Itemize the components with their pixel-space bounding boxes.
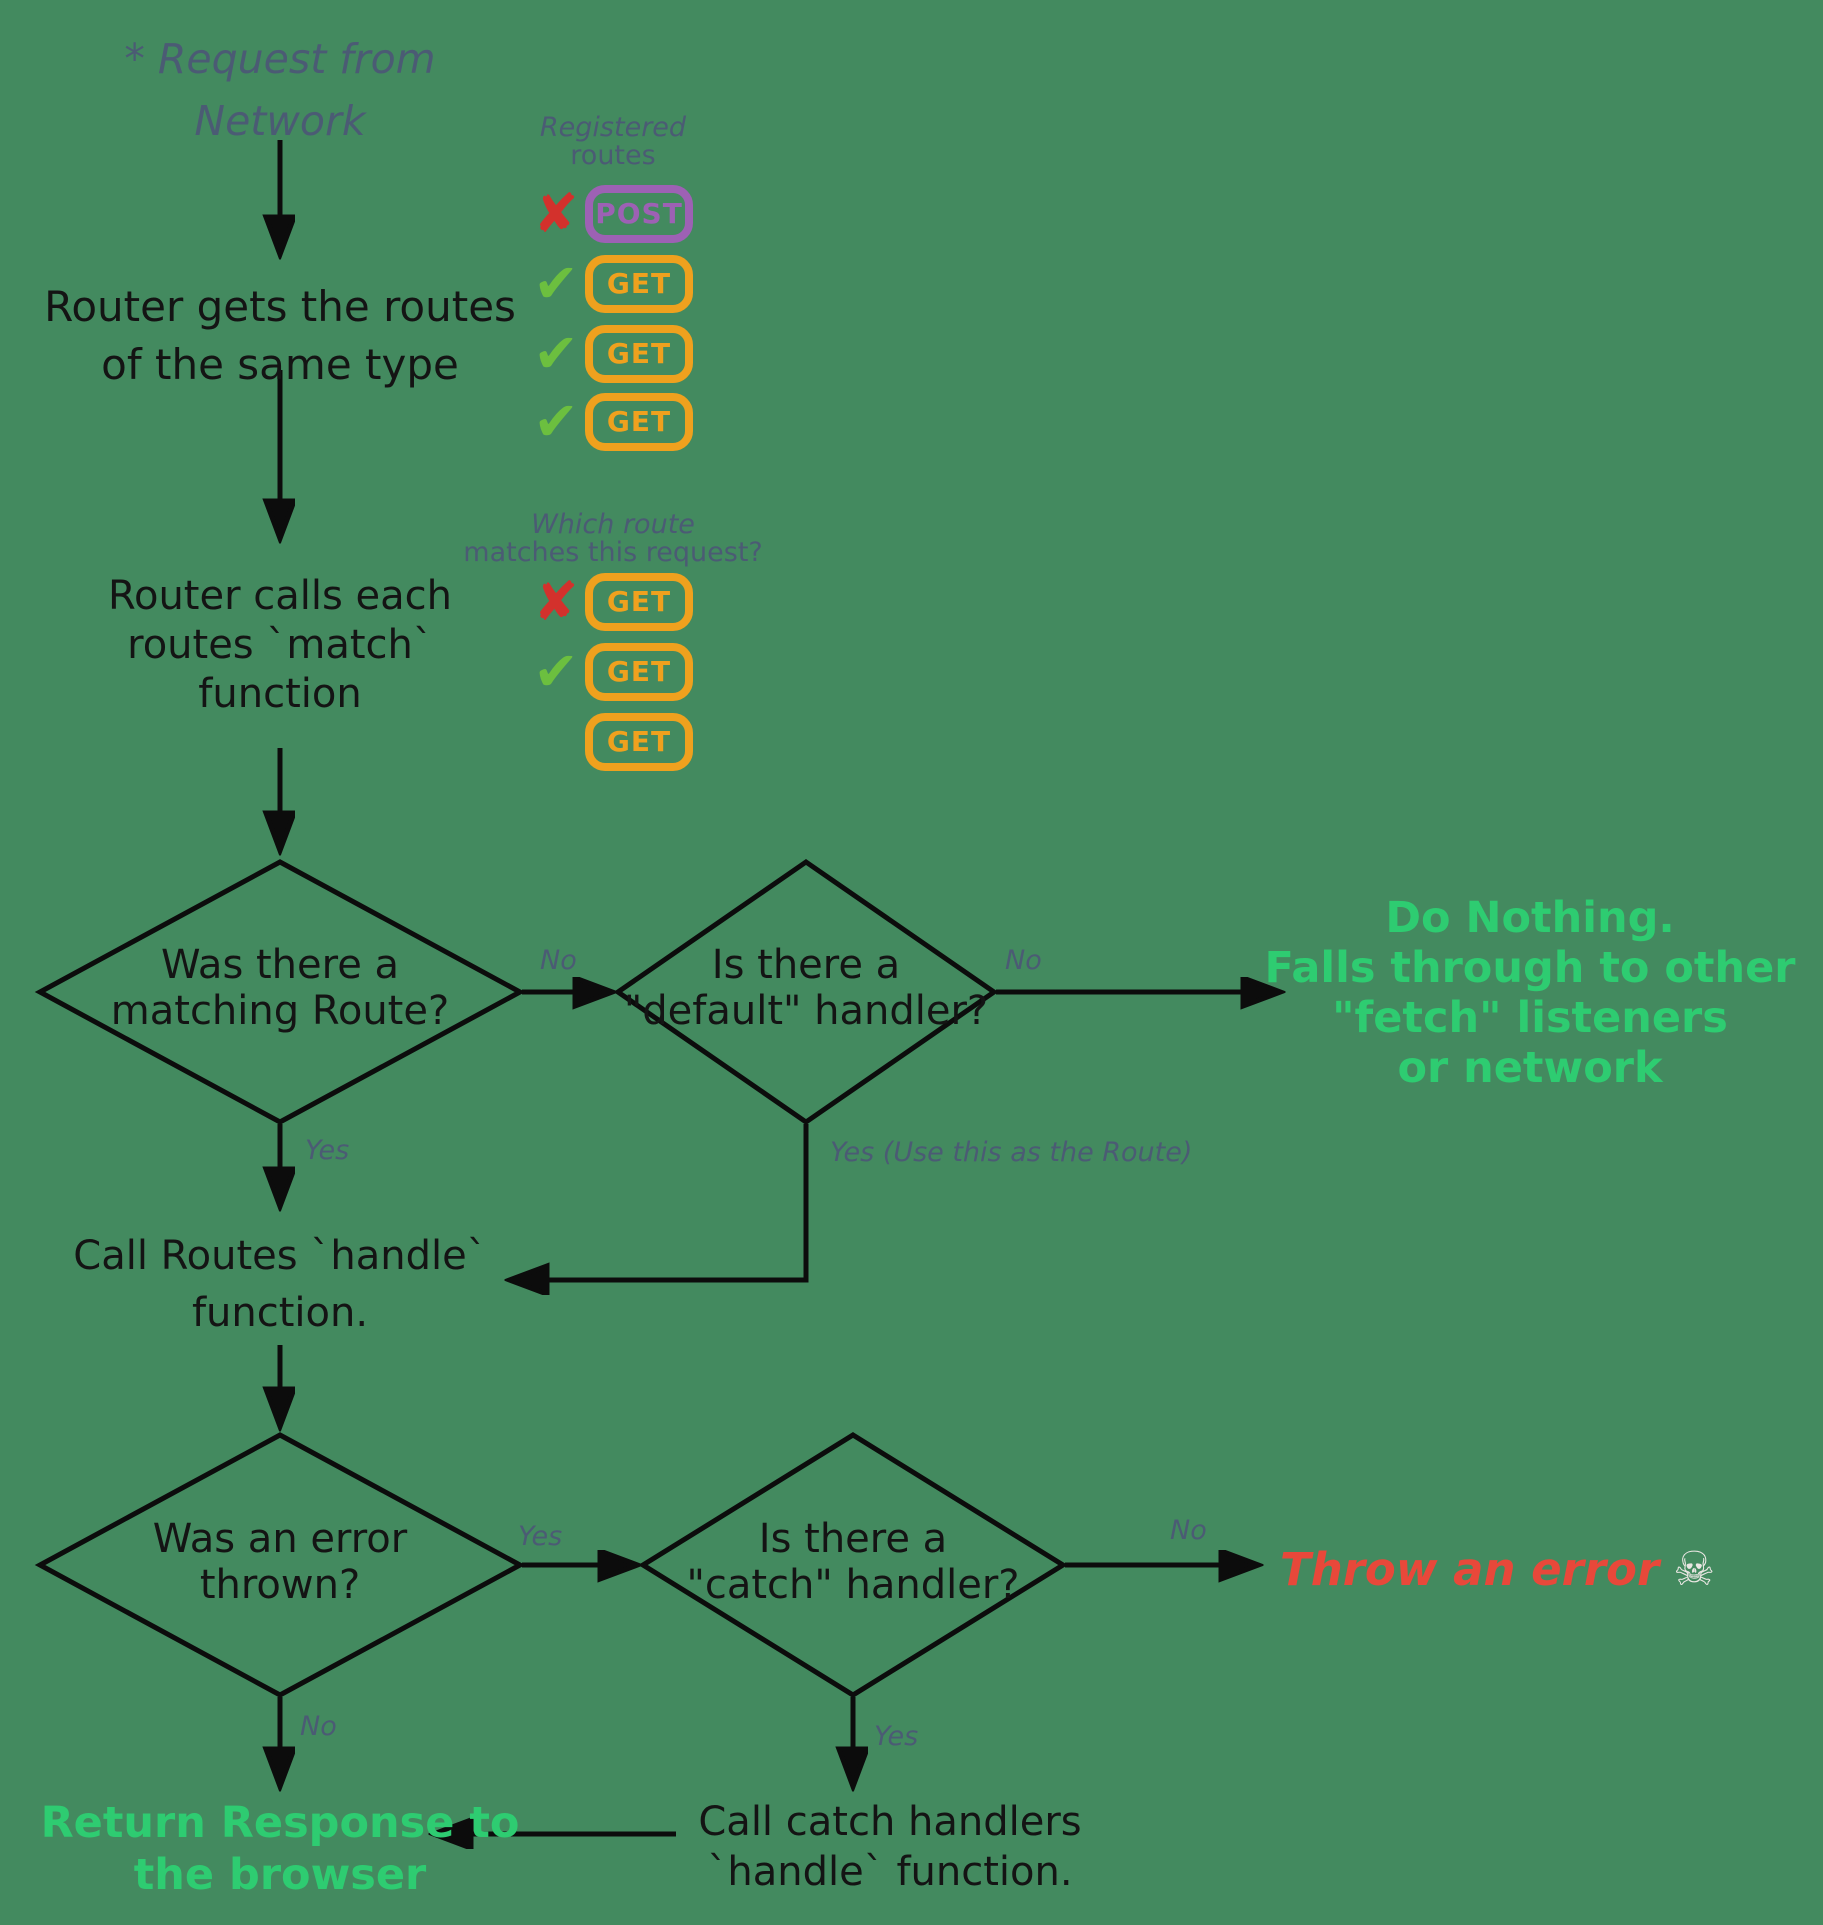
route-badge-get-3: GET — [585, 393, 693, 451]
outcome-do-nothing: Do Nothing. Falls through to other "fetc… — [1250, 893, 1810, 1093]
request-note-line1: * Request from — [124, 35, 436, 83]
diamond-was-matching-route-text: Was there a matching Route? — [60, 942, 500, 1034]
do-nothing-line2: Falls through to other — [1264, 943, 1796, 993]
which-route-label: Which route matches this request? — [443, 511, 783, 567]
call-catch-line1: Call catch handlers — [698, 1799, 1082, 1845]
d1-line2: matching Route? — [110, 988, 450, 1034]
diamond-is-default-handler — [613, 858, 999, 1126]
diamond-is-default-handler-text: Is there a "default" handler? — [616, 942, 996, 1034]
do-nothing-line1: Do Nothing. — [1385, 893, 1675, 943]
which-route-label-line2: matches this request? — [463, 537, 763, 568]
step-router-calls-match: Router calls each routes `match` functio… — [30, 572, 530, 719]
edge-label-d4-yes: Yes — [874, 1721, 919, 1752]
d4-line1: Is there a — [758, 1516, 948, 1562]
check-icon: ✔ — [533, 390, 579, 453]
call-routes-line2: function. — [191, 1290, 369, 1336]
d2-line1: Is there a — [711, 942, 901, 988]
candidate-badge-get-2: GET — [585, 643, 693, 701]
request-from-network-note: * Request from Network — [30, 28, 530, 152]
route-badge-post-label: POST — [595, 197, 683, 230]
return-response-line2: the browser — [133, 1850, 427, 1900]
edge-label-d4-no: No — [1170, 1515, 1207, 1546]
route-badge-get-1-label: GET — [606, 267, 672, 300]
step-call-catch-handlers: Call catch handlers `handle` function. — [640, 1797, 1140, 1897]
edge-label-d3-no: No — [300, 1711, 337, 1742]
candidate-badge-get-1: GET — [585, 573, 693, 631]
diamond-is-catch-handler — [638, 1432, 1068, 1698]
registered-routes-label: Registered routes — [463, 114, 763, 170]
outcome-throw-error: Throw an error ☠ — [1280, 1542, 1715, 1598]
throw-error-text: Throw an error — [1280, 1543, 1660, 1596]
route-badge-get-2-label: GET — [606, 337, 672, 370]
diamond-was-error-thrown-text: Was an error thrown? — [60, 1516, 500, 1608]
diamond-is-catch-handler-text: Is there a "catch" handler? — [663, 1516, 1043, 1608]
route-badge-get-1: GET — [585, 255, 693, 313]
router-calls-line2: routes `match` — [127, 622, 433, 668]
registered-routes-label-line2: routes — [570, 140, 656, 171]
candidate-badge-get-3: GET — [585, 713, 693, 771]
skull-icon: ☠ — [1673, 1542, 1716, 1597]
edge-label-d1-yes: Yes — [305, 1135, 350, 1166]
check-icon: ✔ — [533, 252, 579, 315]
edge-label-d2-no: No — [1005, 945, 1042, 976]
d3-line2: thrown? — [199, 1562, 361, 1608]
d2-line2: "default" handler? — [623, 988, 989, 1034]
do-nothing-line4: or network — [1397, 1043, 1663, 1093]
check-icon: ✔ — [533, 640, 579, 703]
router-calls-line1: Router calls each — [107, 573, 453, 619]
d3-line1: Was an error — [152, 1516, 408, 1562]
step-router-gets-routes: Router gets the routes of the same type — [30, 278, 530, 394]
call-catch-line2: `handle` function. — [707, 1849, 1073, 1895]
diamond-was-error-thrown — [34, 1432, 526, 1698]
route-badge-get-2: GET — [585, 325, 693, 383]
candidate-badge-get-1-label: GET — [606, 585, 672, 618]
registered-routes-label-line1: Registered — [539, 112, 687, 143]
request-note-line2: Network — [194, 97, 366, 145]
d4-line2: "catch" handler? — [686, 1562, 1020, 1608]
step-call-routes-handle: Call Routes `handle` function. — [30, 1228, 530, 1342]
edge-label-d1-no: No — [540, 945, 577, 976]
route-badge-get-3-label: GET — [606, 405, 672, 438]
router-gets-line2: of the same type — [101, 340, 459, 389]
diamond-was-matching-route — [34, 859, 526, 1125]
cross-icon: ✘ — [533, 182, 579, 245]
route-badge-post: POST — [585, 185, 693, 243]
candidate-badge-get-2-label: GET — [606, 655, 672, 688]
edge-label-d2-yes: Yes (Use this as the Route) — [830, 1137, 1193, 1168]
router-gets-line1: Router gets the routes — [44, 282, 516, 331]
d1-line1: Was there a — [160, 942, 400, 988]
call-routes-line1: Call Routes `handle` — [73, 1233, 487, 1279]
router-calls-line3: function — [198, 671, 362, 717]
candidate-badge-get-3-label: GET — [606, 725, 672, 758]
return-response-line1: Return Response to — [40, 1798, 520, 1848]
do-nothing-line3: "fetch" listeners — [1332, 993, 1728, 1043]
which-route-label-line1: Which route — [531, 509, 695, 540]
outcome-return-response: Return Response to the browser — [30, 1797, 530, 1901]
arrow-d2-yes-elbow — [512, 1124, 809, 1280]
cross-icon: ✘ — [533, 570, 579, 633]
edge-label-d3-yes: Yes — [518, 1521, 563, 1552]
check-icon: ✔ — [533, 322, 579, 385]
